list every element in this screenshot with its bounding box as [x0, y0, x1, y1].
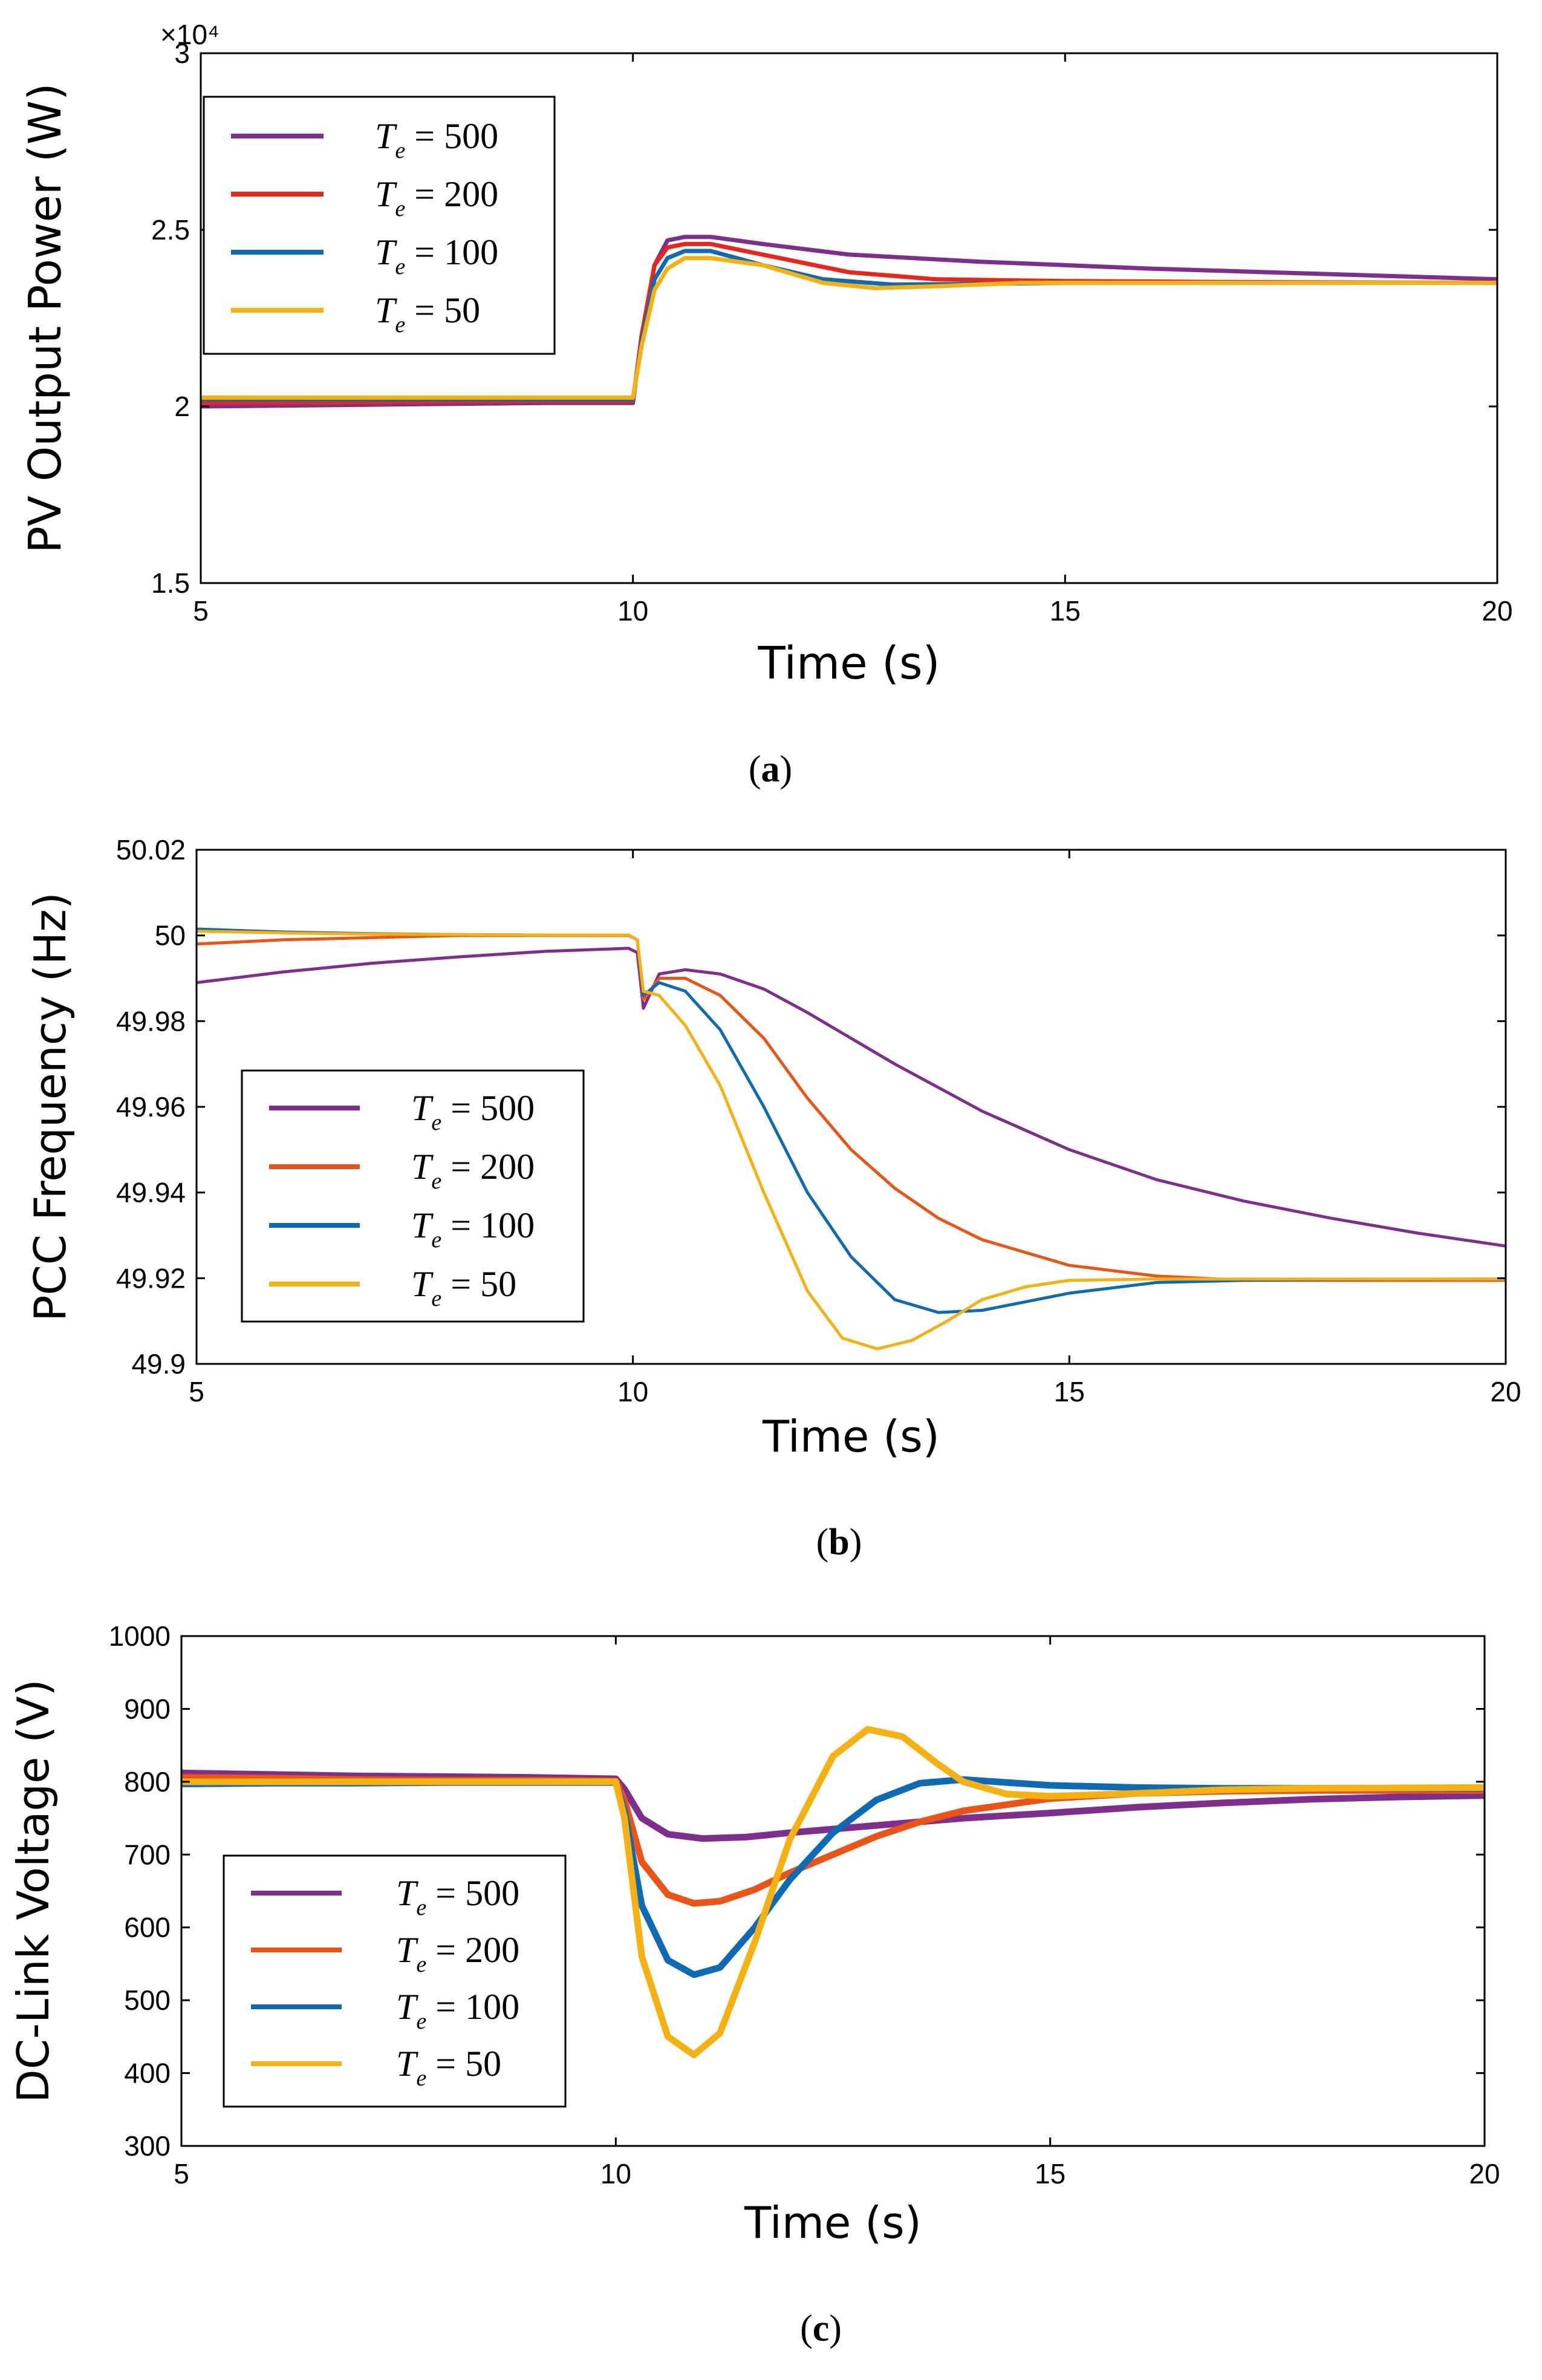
panel-caption: (c)	[800, 2308, 842, 2349]
legend-entry-label: Te = 50	[396, 2044, 501, 2091]
legend-entry-label: Te = 500	[375, 116, 498, 163]
chart-panel-b: 5 10 15 20 49.9 49.92 49.94 49.96 49.98 50 50.02 Ti…	[25, 834, 1521, 1563]
series-group	[197, 927, 1506, 1351]
plot-frame	[180, 1635, 1486, 2147]
legend-entry-label: Te = 200	[411, 1147, 535, 1194]
legend-entry-label: Te = 500	[411, 1088, 535, 1135]
legend-entry-label: Te = 500	[396, 1873, 519, 1920]
x-axis-label: Time (s)	[744, 2197, 922, 2248]
y-tick-label: 49.98	[116, 1005, 186, 1037]
y-tick-label: 50	[155, 920, 186, 951]
y-tick-label: 49.96	[116, 1091, 186, 1123]
series-line-500	[197, 947, 1506, 1248]
y-tick-label: 2.5	[151, 214, 190, 246]
y-tick-label: 900	[124, 1693, 171, 1724]
chart-panel-a: 5 10 15 20 1.5 2 2.5 3×10⁴ Time (s) PV Output Pow…	[19, 19, 1513, 790]
legend-entry-label: Te = 200	[375, 174, 498, 221]
series-line-500	[181, 1769, 1485, 1842]
axis-exponent: ×10⁴	[160, 19, 220, 50]
legend-box	[241, 1069, 585, 1323]
x-tick-label: 10	[617, 595, 648, 627]
y-axis-label: PV Output Power (W)	[19, 83, 71, 553]
legend-entry-label: Te = 100	[396, 1987, 519, 2034]
series-line-50	[197, 930, 1506, 1351]
series-group	[181, 1726, 1485, 2058]
y-tick-label: 600	[124, 1912, 171, 1943]
x-tick-label: 15	[1035, 2158, 1065, 2189]
x-tick-label: 5	[189, 1376, 204, 1407]
series-line-50	[201, 256, 1497, 400]
x-tick-label: 10	[600, 2158, 631, 2189]
x-tick-label: 5	[193, 595, 209, 627]
x-tick-label: 15	[1054, 1376, 1085, 1407]
legend-entry-label: Te = 50	[375, 290, 480, 337]
x-axis-label: Time (s)	[758, 637, 940, 690]
y-tick-label: 49.9	[131, 1348, 186, 1380]
y-tick-label: 2	[174, 391, 190, 422]
legend: Te = 500 Te = 200 Te = 100 Te = 50	[203, 96, 556, 355]
legend-entry-label: Te = 200	[396, 1930, 519, 1977]
y-tick-label: 800	[124, 1766, 171, 1798]
legend: Te = 500 Te = 200 Te = 100 Te = 50	[223, 1854, 567, 2108]
y-axis-label: DC-Link Voltage (V)	[8, 1679, 59, 2102]
y-tick-label: 700	[124, 1839, 171, 1870]
x-tick-label: 15	[1050, 595, 1081, 627]
legend-entry-label: Te = 100	[411, 1205, 535, 1253]
legend-entry-label: Te = 100	[375, 232, 498, 279]
x-tick-label: 10	[617, 1376, 648, 1407]
panel-caption: (a)	[749, 749, 792, 790]
y-axis-label: PCC Frequency (Hz)	[25, 892, 76, 1322]
series-line-50	[181, 1726, 1485, 2058]
y-tick-label: 400	[124, 2058, 171, 2089]
y-tick-label: 300	[124, 2130, 171, 2162]
y-tick-label: 49.92	[116, 1262, 186, 1294]
series-group	[201, 235, 1497, 409]
x-axis-label: Time (s)	[762, 1411, 940, 1462]
y-tick-label: 3	[174, 37, 190, 69]
y-tick-label: 50.02	[116, 834, 186, 866]
plot-frame	[200, 52, 1498, 584]
x-tick-label: 5	[174, 2158, 189, 2189]
x-tick-label: 20	[1482, 595, 1512, 627]
chart-panel-c: 5 10 15 20 300 400 500 600 700 800 900 1000 Time (s)…	[8, 1620, 1500, 2349]
y-tick-label: 49.94	[116, 1177, 186, 1208]
y-tick-label: 1000	[109, 1620, 171, 1652]
legend-entry-label: Te = 50	[411, 1264, 516, 1311]
x-tick-label: 20	[1469, 2158, 1500, 2189]
x-tick-label: 20	[1490, 1376, 1521, 1407]
y-tick-label: 500	[124, 1984, 171, 2016]
y-tick-label: 1.5	[151, 567, 190, 599]
legend: Te = 500 Te = 200 Te = 100 Te = 50	[241, 1069, 585, 1323]
panel-caption: (b)	[816, 1522, 862, 1563]
